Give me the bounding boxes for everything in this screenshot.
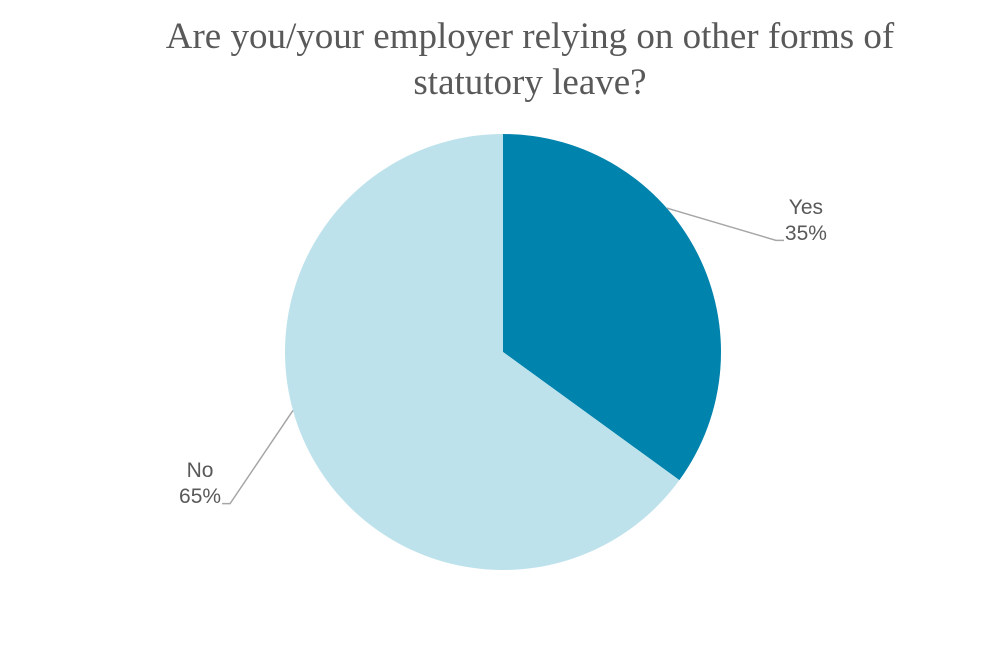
category-label: Yes: [789, 196, 823, 219]
value-label: 35%: [785, 222, 827, 245]
category-label: No: [187, 459, 214, 482]
chart-title: Are you/your employer relying on other f…: [165, 16, 895, 103]
leader-line: [666, 207, 784, 242]
pie-slice: [284, 134, 680, 571]
leader-line: [222, 409, 294, 505]
pie-slice: [503, 134, 721, 481]
value-label: 65%: [179, 485, 221, 508]
